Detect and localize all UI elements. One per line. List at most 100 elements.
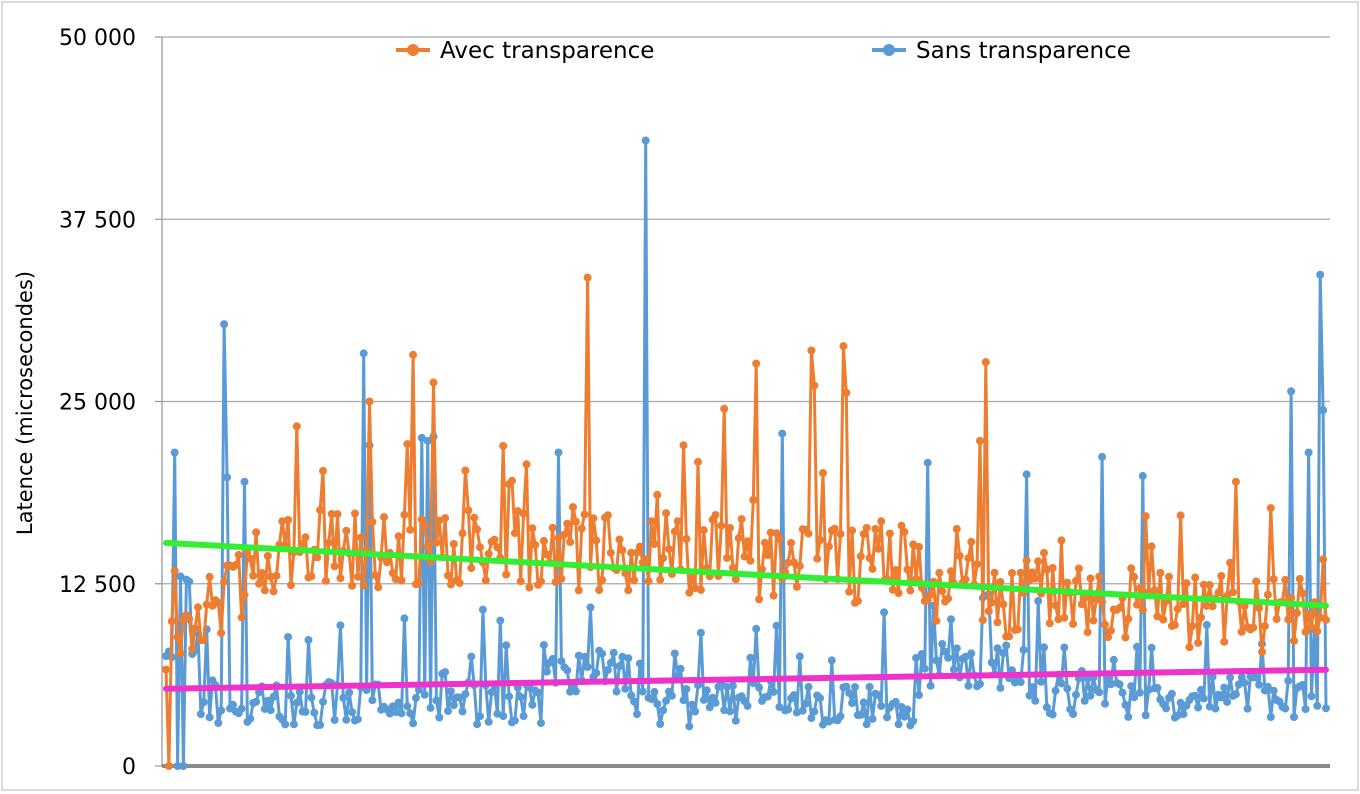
data-point: [874, 544, 883, 553]
data-point: [1077, 600, 1086, 609]
data-point: [999, 649, 1008, 657]
data-point: [696, 628, 705, 637]
trendline-sans-transparence: [163, 666, 1329, 692]
data-point: [1226, 558, 1235, 567]
data-point: [220, 577, 229, 586]
data-point: [900, 528, 909, 536]
data-point: [1060, 613, 1069, 622]
data-point: [1281, 704, 1290, 713]
data-point: [1127, 682, 1136, 691]
data-point: [633, 548, 641, 557]
data-point: [342, 715, 351, 724]
data-point: [1135, 688, 1144, 697]
data-point: [449, 540, 458, 548]
data-point: [176, 572, 185, 581]
data-point: [519, 509, 528, 518]
data-point: [185, 577, 194, 586]
data-point: [961, 575, 970, 584]
data-point: [1263, 590, 1272, 599]
data-point: [1022, 470, 1031, 479]
data-point: [1255, 680, 1264, 689]
data-point: [1141, 711, 1150, 720]
data-point: [205, 713, 214, 722]
data-point: [1048, 710, 1057, 719]
data-point: [1322, 615, 1330, 624]
data-point: [539, 536, 548, 545]
legend-label: Sans transparence: [916, 38, 1131, 64]
data-point: [563, 666, 572, 675]
data-point: [705, 703, 714, 712]
data-point: [304, 636, 313, 644]
data-point: [214, 719, 223, 727]
data-point: [214, 598, 223, 607]
data-point: [1298, 589, 1307, 598]
data-point: [191, 624, 200, 633]
data-point: [598, 649, 607, 658]
data-point: [548, 523, 557, 532]
data-point: [583, 273, 592, 282]
data-point: [412, 693, 420, 702]
data-point: [542, 550, 551, 559]
data-point: [673, 517, 682, 526]
data-point: [598, 576, 607, 584]
data-point: [1272, 615, 1281, 623]
data-point: [641, 136, 650, 145]
data-point: [1298, 681, 1307, 689]
data-point: [650, 540, 659, 548]
data-point: [330, 562, 339, 571]
data-point: [1205, 581, 1214, 589]
data-point: [760, 538, 769, 547]
data-point: [406, 525, 415, 534]
data-point: [973, 560, 982, 569]
data-point: [467, 564, 476, 573]
data-point: [537, 577, 545, 586]
data-point: [1290, 636, 1298, 645]
data-point: [508, 476, 516, 485]
data-point: [1028, 568, 1037, 577]
data-point: [638, 687, 647, 696]
data-point: [856, 710, 865, 719]
data-point: [179, 762, 188, 770]
data-point: [519, 712, 528, 721]
data-point: [1106, 626, 1115, 635]
data-point: [853, 596, 862, 605]
data-point: [176, 649, 185, 658]
data-point: [1269, 575, 1278, 584]
data-point: [426, 703, 435, 712]
data-point: [740, 552, 749, 561]
data-point: [659, 554, 668, 562]
data-point: [1252, 577, 1261, 586]
data-point: [993, 644, 1002, 653]
data-point: [807, 714, 816, 723]
data-point: [976, 436, 984, 445]
data-point: [1048, 564, 1057, 572]
data-point: [1156, 568, 1165, 577]
data-point: [574, 586, 583, 595]
data-point: [228, 700, 237, 709]
data-point: [1304, 609, 1313, 618]
data-point: [310, 708, 319, 717]
data-point: [769, 687, 778, 696]
data-point: [1080, 696, 1089, 705]
data-point: [795, 562, 804, 571]
data-point: [1109, 655, 1118, 664]
data-point: [778, 429, 787, 438]
data-point: [1231, 690, 1240, 699]
data-point: [603, 511, 612, 520]
data-point: [1127, 564, 1136, 573]
data-point: [699, 526, 708, 535]
data-point: [1098, 452, 1107, 461]
data-point: [624, 654, 633, 663]
data-point: [1258, 647, 1266, 656]
data-point: [734, 534, 743, 543]
data-point: [566, 538, 575, 546]
data-point: [548, 655, 557, 663]
data-point: [772, 621, 781, 630]
data-point: [685, 588, 694, 597]
data-point: [327, 510, 336, 518]
data-point: [589, 514, 598, 523]
data-point: [1173, 604, 1182, 613]
data-point: [249, 571, 258, 580]
data-point: [926, 681, 935, 690]
data-point: [435, 713, 444, 722]
